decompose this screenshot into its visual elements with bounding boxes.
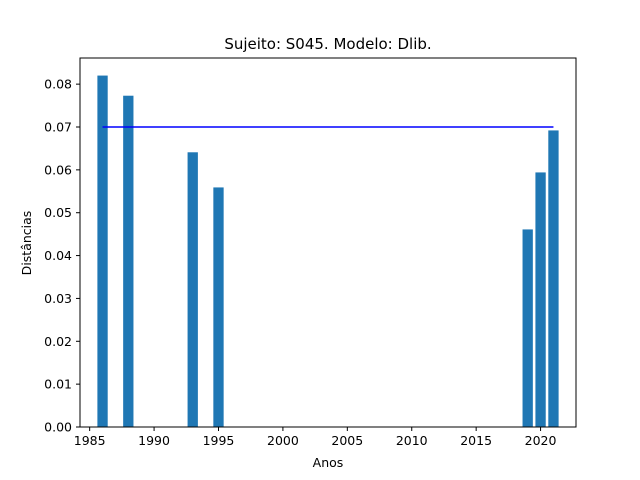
y-tick-label-3: 0.03 — [44, 291, 72, 306]
x-axis: 1985 1990 1995 2000 2005 2010 2015 2020 — [74, 427, 557, 448]
bar-1986 — [97, 76, 107, 427]
y-tick-label-4: 0.04 — [44, 248, 72, 263]
y-axis: 0.00 0.01 0.02 0.03 0.04 0.05 0.06 0.07 0.08 — [44, 77, 80, 435]
y-tick-label-5: 0.05 — [44, 205, 72, 220]
x-tick-label-1985: 1985 — [74, 433, 106, 448]
x-axis-label: Anos — [313, 455, 344, 470]
bar-1995 — [213, 187, 223, 427]
y-tick-label-6: 0.06 — [44, 162, 72, 177]
x-tick-label-2010: 2010 — [396, 433, 428, 448]
x-tick-label-1995: 1995 — [203, 433, 235, 448]
bar-2019 — [523, 229, 533, 427]
chart-title: Sujeito: S045. Modelo: Dlib. — [224, 35, 431, 53]
bars — [97, 76, 558, 427]
plot-frame — [80, 58, 576, 427]
y-axis-label: Distâncias — [19, 211, 34, 276]
plot-area — [80, 58, 576, 427]
y-tick-label-1: 0.01 — [44, 377, 72, 392]
bar-2021 — [548, 130, 558, 427]
y-tick-label-7: 0.07 — [44, 120, 72, 135]
y-tick-label-2: 0.02 — [44, 334, 72, 349]
bar-1988 — [123, 96, 133, 427]
x-tick-label-2005: 2005 — [331, 433, 363, 448]
x-tick-label-1990: 1990 — [138, 433, 170, 448]
bar-1993 — [188, 152, 198, 427]
y-tick-label-8: 0.08 — [44, 77, 72, 92]
bar-2020 — [535, 172, 545, 427]
y-tick-label-0: 0.00 — [44, 420, 72, 435]
x-tick-label-2015: 2015 — [460, 433, 492, 448]
x-tick-label-2000: 2000 — [267, 433, 299, 448]
x-tick-label-2020: 2020 — [525, 433, 557, 448]
